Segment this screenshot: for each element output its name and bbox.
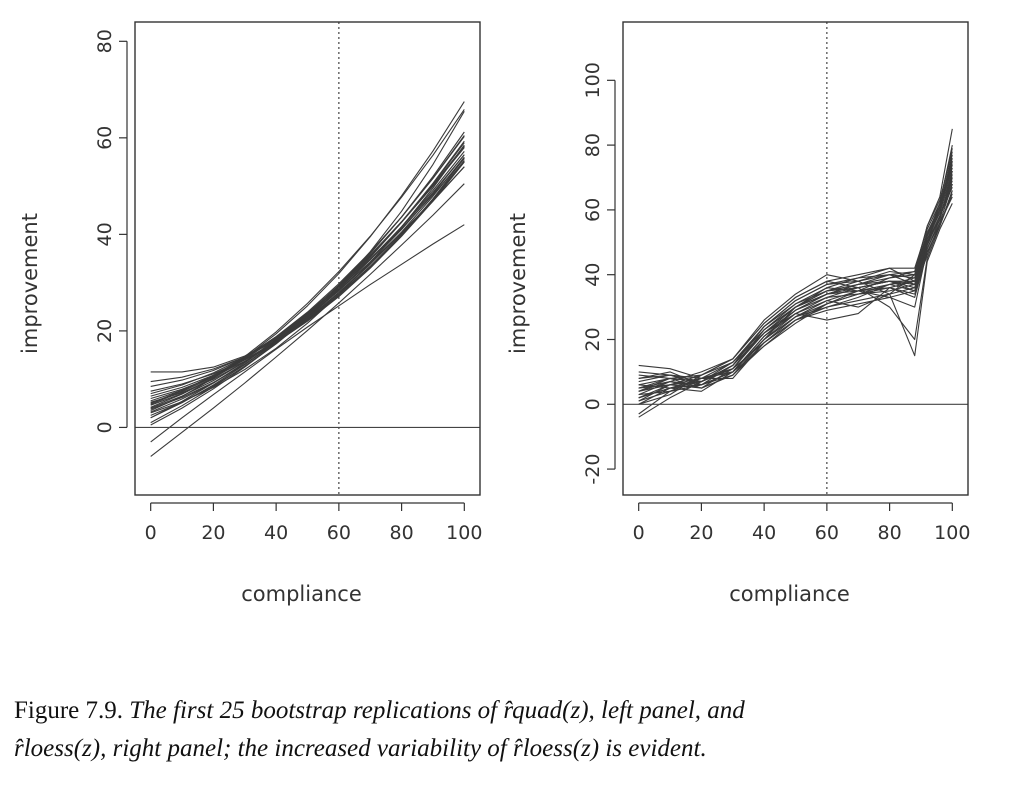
right-replication-line-7 (638, 164, 953, 379)
left-replication-line-25 (150, 166, 465, 424)
right-replication-line-5 (638, 193, 953, 405)
left-replication-line-13 (150, 142, 465, 416)
right-replication-line-25 (638, 164, 953, 392)
right-replication-line-23 (638, 161, 953, 386)
right-x-tick-label: 80 (877, 522, 901, 544)
caption-text-1: The first 25 bootstrap replications of r… (129, 697, 745, 724)
right-x-axis: 0 20 40 60 80 100 (633, 502, 970, 544)
left-y-tick-label: 0 (94, 421, 116, 433)
right-series-lines (638, 128, 953, 418)
left-replication-line-14 (150, 160, 465, 387)
right-replication-line-8 (638, 190, 953, 396)
left-x-axis: 0 20 40 60 80 100 (145, 502, 482, 544)
left-replication-line-5 (150, 224, 465, 443)
left-replication-line-21 (150, 157, 465, 383)
right-x-tick-label: 20 (689, 522, 713, 544)
right-y-tick-label: 60 (582, 198, 604, 222)
left-replication-line-22 (150, 146, 465, 408)
right-replication-line-24 (638, 128, 953, 399)
left-x-tick-label: 60 (327, 522, 351, 544)
caption-line-1: Figure 7.9. The first 25 bootstrap repli… (14, 692, 1014, 730)
left-series-lines (150, 101, 465, 457)
right-y-tick-label: 40 (582, 263, 604, 287)
left-y-tick-label: 60 (94, 126, 116, 150)
left-replication-line-2 (150, 101, 465, 406)
right-replication-line-19 (638, 183, 953, 396)
left-y-tick-label: 20 (94, 319, 116, 343)
left-plot-frame (134, 21, 481, 496)
right-y-axis-label: improvement (506, 213, 530, 354)
left-x-tick-label: 100 (446, 522, 482, 544)
right-replication-line-17 (638, 154, 953, 386)
left-x-tick-label: 80 (389, 522, 413, 544)
left-panel: 0 20 40 60 80 100 0 20 40 60 80 compliance improv… (18, 21, 482, 606)
left-y-axis: 0 20 40 60 80 (94, 29, 128, 433)
left-replication-line-17 (150, 154, 465, 395)
left-replication-line-15 (150, 154, 465, 405)
right-y-axis: -20 0 20 40 60 80 100 (582, 62, 616, 485)
left-replication-line-11 (150, 183, 465, 457)
right-replication-line-21 (638, 148, 953, 402)
left-y-tick-label: 40 (94, 222, 116, 246)
right-y-tick-label: 100 (582, 62, 604, 98)
right-x-tick-label: 100 (934, 522, 970, 544)
right-x-tick-label: 0 (633, 522, 645, 544)
left-replication-line-24 (150, 151, 465, 413)
left-replication-line-3 (150, 111, 465, 373)
figure: 0 20 40 60 80 100 0 20 40 60 80 compliance improv… (18, 21, 970, 606)
right-replication-line-22 (638, 186, 953, 389)
right-x-axis-label: compliance (729, 582, 850, 606)
left-replication-line-1 (150, 109, 465, 412)
right-replication-line-2 (638, 161, 953, 389)
caption-figure-number: Figure 7.9. (14, 697, 124, 724)
left-y-axis-label: improvement (18, 213, 42, 354)
left-x-tick-label: 20 (201, 522, 225, 544)
left-y-tick-label: 80 (94, 29, 116, 53)
right-plot-frame (622, 21, 969, 496)
right-replication-line-10 (638, 180, 953, 402)
left-replication-line-7 (150, 158, 465, 404)
left-x-tick-label: 0 (145, 522, 157, 544)
right-x-tick-label: 40 (752, 522, 776, 544)
right-y-tick-label: -20 (582, 454, 604, 485)
left-replication-line-23 (150, 156, 465, 397)
left-replication-line-4 (150, 145, 465, 419)
right-y-tick-label: 0 (582, 398, 604, 410)
right-x-tick-label: 60 (815, 522, 839, 544)
caption-line-2: r̂loess(z), right panel; the increased v… (14, 735, 707, 762)
figure-caption: Figure 7.9. The first 25 bootstrap repli… (14, 692, 1014, 768)
right-y-tick-label: 20 (582, 327, 604, 351)
left-replication-line-16 (150, 140, 465, 410)
left-x-axis-label: compliance (241, 582, 362, 606)
right-replication-line-4 (638, 144, 953, 386)
left-x-tick-label: 40 (264, 522, 288, 544)
right-y-tick-label: 80 (582, 133, 604, 157)
right-replication-line-11 (638, 151, 953, 383)
right-replication-line-16 (638, 167, 953, 392)
